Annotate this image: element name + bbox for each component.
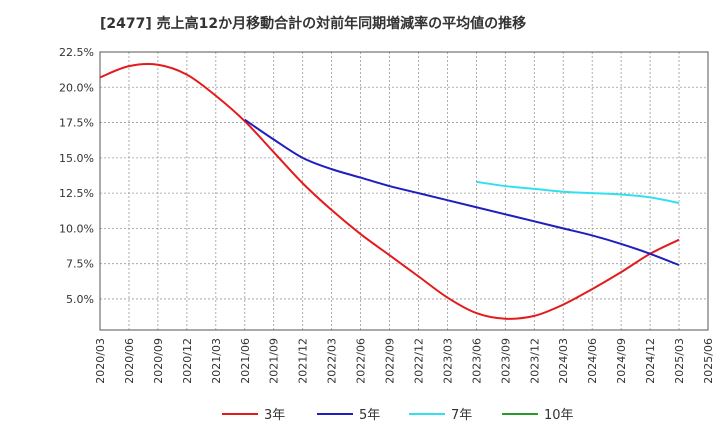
y-tick-label: 10.0% xyxy=(59,222,94,235)
x-tick-label: 2022/09 xyxy=(384,338,397,384)
y-tick-label: 17.5% xyxy=(59,117,94,130)
y-tick-label: 5.0% xyxy=(66,293,94,306)
x-tick-label: 2024/06 xyxy=(586,338,599,384)
x-tick-label: 2020/12 xyxy=(181,338,194,384)
x-tick-label: 2022/12 xyxy=(412,338,425,384)
x-tick-label: 2025/03 xyxy=(673,338,686,384)
x-tick-label: 2023/03 xyxy=(441,338,454,384)
x-tick-label: 2021/09 xyxy=(268,338,281,384)
legend: 3年 5年 7年 10年 xyxy=(222,408,574,423)
legend-label-0: 3年 xyxy=(264,408,285,423)
x-tick-label: 2020/06 xyxy=(123,338,136,384)
x-tick-label: 2024/09 xyxy=(615,338,628,384)
chart-title: [2477] 売上高12か月移動合計の対前年同期増減率の平均値の推移 xyxy=(100,15,526,32)
y-tick-label: 7.5% xyxy=(66,258,94,271)
x-tick-label: 2020/09 xyxy=(152,338,165,384)
x-axis-ticks: 2020/03 2020/06 2020/09 2020/12 2021/03 2021/… xyxy=(94,338,715,384)
series-line-0 xyxy=(99,62,680,320)
y-tick-label: 20.0% xyxy=(59,81,94,94)
x-tick-label: 2023/09 xyxy=(499,338,512,384)
x-tick-label: 2023/12 xyxy=(528,338,541,384)
x-tick-label: 2021/12 xyxy=(297,338,310,384)
legend-label-2: 7年 xyxy=(451,408,472,423)
x-tick-label: 2023/06 xyxy=(470,338,483,384)
series-line-2 xyxy=(476,180,680,204)
legend-label-3: 10年 xyxy=(544,408,574,423)
y-tick-label: 15.0% xyxy=(59,152,94,165)
series-line-1 xyxy=(244,118,680,267)
plot-area xyxy=(99,51,709,331)
y-tick-label: 22.5% xyxy=(59,46,94,59)
y-axis-ticks: 22.5% 20.0% 17.5% 15.0% 12.5% 10.0% 7.5% 5.0% xyxy=(59,46,94,306)
y-tick-label: 12.5% xyxy=(59,187,94,200)
legend-label-1: 5年 xyxy=(359,408,380,423)
x-tick-label: 2022/06 xyxy=(355,338,368,384)
x-tick-label: 2024/12 xyxy=(644,338,657,384)
x-tick-label: 2022/03 xyxy=(326,338,339,384)
x-tick-label: 2021/06 xyxy=(239,338,252,384)
x-tick-label: 2025/06 xyxy=(702,338,715,384)
series-lines xyxy=(99,62,680,320)
x-tick-label: 2020/03 xyxy=(94,338,107,384)
grid-lines xyxy=(100,51,708,330)
x-tick-label: 2021/03 xyxy=(210,338,223,384)
x-tick-label: 2024/03 xyxy=(557,338,570,384)
